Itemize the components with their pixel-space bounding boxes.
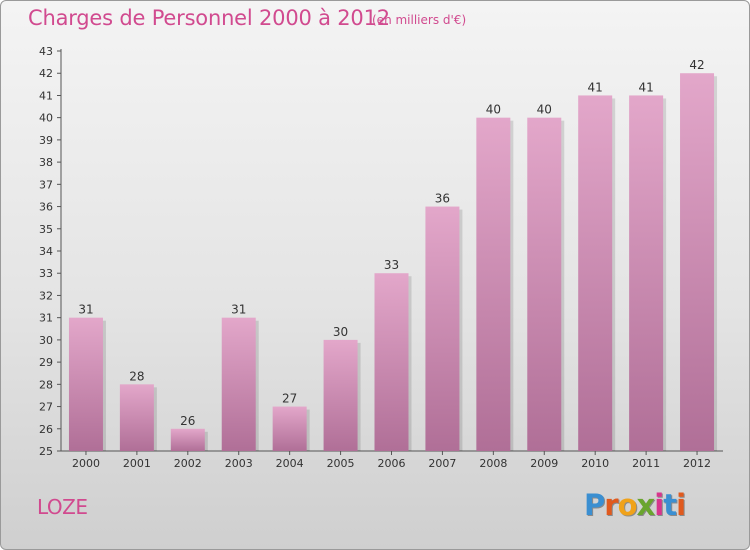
bar-value-label: 28 bbox=[129, 369, 144, 383]
bar-value-label: 26 bbox=[180, 414, 195, 428]
bar bbox=[170, 428, 205, 451]
bar-value-label: 30 bbox=[333, 325, 348, 339]
bar-value-label: 27 bbox=[282, 392, 297, 406]
y-tick-label: 33 bbox=[39, 267, 53, 280]
y-tick-label: 34 bbox=[39, 245, 53, 258]
y-tick-label: 41 bbox=[39, 89, 53, 102]
chart-title: Charges de Personnel 2000 à 2012 bbox=[28, 6, 390, 30]
y-tick-label: 37 bbox=[39, 178, 53, 191]
commune-name: LOZE bbox=[37, 495, 88, 519]
bar bbox=[527, 117, 562, 452]
x-tick-label: 2007 bbox=[428, 457, 456, 470]
brand-letter: i bbox=[676, 488, 686, 522]
y-tick-label: 26 bbox=[39, 423, 53, 436]
x-tick-label: 2012 bbox=[683, 457, 711, 470]
x-tick-label: 2008 bbox=[479, 457, 507, 470]
x-tick-label: 2006 bbox=[378, 457, 406, 470]
bar-value-label: 36 bbox=[435, 192, 450, 206]
bar bbox=[374, 273, 409, 451]
y-tick-label: 43 bbox=[39, 45, 53, 58]
x-tick-label: 2011 bbox=[632, 457, 660, 470]
brand-letter: o bbox=[617, 488, 638, 522]
bar-value-label: 41 bbox=[638, 80, 653, 94]
proxiti-logo: Proxiti bbox=[584, 488, 686, 522]
y-tick-label: 30 bbox=[39, 334, 53, 347]
bar bbox=[68, 317, 103, 451]
brand-letter: i bbox=[654, 488, 664, 522]
y-tick-label: 38 bbox=[39, 156, 53, 169]
y-tick-label: 27 bbox=[39, 401, 53, 414]
x-tick-label: 2004 bbox=[276, 457, 304, 470]
bar bbox=[578, 95, 613, 451]
x-tick-label: 2010 bbox=[581, 457, 609, 470]
bar-value-label: 33 bbox=[384, 258, 399, 272]
bar bbox=[221, 317, 256, 451]
x-tick-label: 2003 bbox=[225, 457, 253, 470]
y-tick-label: 31 bbox=[39, 312, 53, 325]
bar-value-label: 41 bbox=[588, 80, 603, 94]
brand-letter: t bbox=[663, 488, 677, 522]
x-tick-label: 2000 bbox=[72, 457, 100, 470]
y-tick-label: 40 bbox=[39, 112, 53, 125]
y-tick-label: 28 bbox=[39, 378, 53, 391]
x-tick-label: 2009 bbox=[530, 457, 558, 470]
bar-value-label: 40 bbox=[486, 103, 501, 117]
brand-letter: x bbox=[636, 488, 656, 522]
bar bbox=[272, 406, 307, 451]
bar-value-label: 40 bbox=[537, 103, 552, 117]
y-tick-label: 25 bbox=[39, 445, 53, 458]
brand-letter: r bbox=[604, 488, 618, 522]
x-tick-label: 2005 bbox=[327, 457, 355, 470]
bar-value-label: 31 bbox=[231, 303, 246, 317]
x-tick-label: 2001 bbox=[123, 457, 151, 470]
bar bbox=[323, 339, 358, 451]
bar-value-label: 31 bbox=[78, 303, 93, 317]
bar bbox=[119, 384, 154, 451]
chart-subtitle: (en milliers d'€) bbox=[372, 13, 467, 27]
bar bbox=[476, 117, 511, 452]
y-tick-label: 36 bbox=[39, 201, 53, 214]
y-tick-label: 29 bbox=[39, 356, 53, 369]
y-tick-label: 32 bbox=[39, 289, 53, 302]
bar bbox=[425, 206, 460, 451]
x-tick-label: 2002 bbox=[174, 457, 202, 470]
bar bbox=[680, 73, 715, 451]
y-tick-label: 35 bbox=[39, 223, 53, 236]
brand-letter: P bbox=[584, 488, 605, 522]
y-tick-label: 39 bbox=[39, 134, 53, 147]
y-tick-label: 42 bbox=[39, 67, 53, 80]
bar bbox=[629, 95, 664, 451]
bar-value-label: 42 bbox=[689, 58, 704, 72]
